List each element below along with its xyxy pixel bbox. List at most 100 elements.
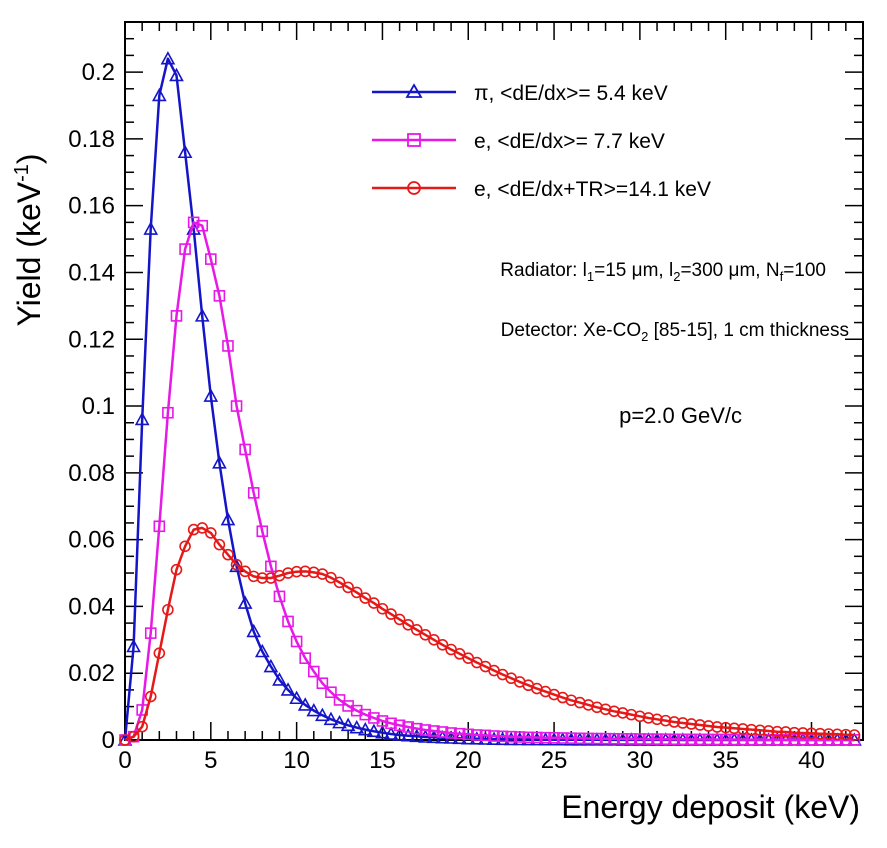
data-point-electron-tr	[840, 728, 852, 741]
data-point-pion	[280, 682, 296, 696]
x-tick-label: 20	[455, 747, 482, 774]
detector-suffix: [85-15], 1 cm thickness	[648, 320, 849, 341]
x-tick-label: 0	[118, 747, 131, 774]
data-point-pion	[143, 221, 159, 235]
data-point-electron	[282, 615, 294, 628]
data-point-electron-tr	[162, 603, 174, 616]
data-point-electron	[428, 725, 440, 737]
legend-marker-pion	[405, 83, 423, 98]
legend-text-electron-tr: e, <dE/dx+TR>=14.1 keV	[474, 178, 711, 201]
x-tick-label: 5	[204, 747, 217, 774]
x-tick-label: 10	[283, 747, 310, 774]
data-point-electron	[582, 732, 595, 745]
data-point-pion	[349, 719, 365, 734]
data-point-electron-tr	[814, 727, 826, 740]
series-layer	[117, 51, 862, 746]
data-point-electron-tr	[410, 623, 423, 636]
data-point-electron-tr	[196, 522, 209, 534]
data-point-electron-tr	[737, 723, 749, 735]
data-point-electron-tr	[342, 581, 354, 594]
data-point-electron	[599, 732, 612, 745]
data-point-electron-tr	[625, 708, 638, 721]
x-tick-label: 25	[541, 747, 568, 774]
data-point-electron	[651, 733, 663, 745]
data-point-electron	[471, 729, 483, 741]
radiator-part1: =15 μm, l	[594, 260, 673, 281]
data-point-electron-tr	[745, 723, 758, 736]
data-point-electron-tr	[668, 716, 681, 728]
data-point-electron	[642, 733, 655, 745]
data-point-electron	[265, 560, 277, 573]
radiator-annotation: Radiator: l1=15 μm, l2=300 μm, Nf=100	[500, 260, 826, 284]
data-point-electron-tr	[385, 608, 397, 620]
data-point-electron-tr	[771, 725, 783, 738]
data-point-electron	[788, 733, 801, 746]
data-point-pion	[323, 711, 339, 726]
data-point-electron	[144, 627, 157, 639]
data-point-electron-tr	[127, 730, 140, 743]
radiator-sub3: f	[780, 269, 784, 284]
detector-sub: 2	[641, 329, 648, 344]
detector-prefix: Detector: Xe-CO	[501, 320, 641, 341]
data-point-electron	[239, 443, 251, 456]
data-point-electron	[668, 733, 681, 746]
y-tick-label: 0.2	[82, 59, 115, 86]
data-point-electron	[325, 686, 337, 699]
data-point-electron-tr	[419, 629, 432, 641]
x-axis-title: Energy deposit (keV)	[561, 789, 860, 825]
data-point-electron	[728, 733, 741, 746]
y-tick-label: 0.08	[68, 460, 115, 487]
data-point-pion	[315, 707, 330, 722]
data-point-pion	[297, 697, 313, 711]
series-electron-tr	[119, 522, 861, 746]
data-point-electron-tr	[608, 705, 620, 718]
data-point-electron-tr	[728, 722, 741, 735]
data-point-pion	[340, 717, 356, 732]
data-point-electron-tr	[144, 690, 157, 703]
data-point-electron	[505, 730, 517, 743]
radiator-part2: =300 μm, N	[680, 260, 779, 281]
data-point-electron	[222, 340, 234, 352]
data-point-electron	[153, 520, 166, 533]
data-point-electron-tr	[350, 586, 363, 599]
data-point-electron-tr	[659, 714, 672, 727]
data-point-electron-tr	[711, 721, 723, 733]
data-point-electron	[256, 525, 269, 538]
data-point-electron	[350, 704, 363, 717]
y-tick-label: 0.02	[68, 660, 115, 687]
data-point-electron-tr	[359, 592, 372, 604]
y-axis-title-close: )	[11, 153, 47, 164]
data-point-electron	[436, 726, 449, 738]
data-point-electron	[162, 406, 174, 419]
data-point-pion	[151, 87, 167, 102]
data-point-electron	[419, 724, 432, 736]
data-point-electron	[402, 721, 414, 733]
data-point-electron-tr	[153, 647, 166, 659]
data-point-electron-tr	[222, 548, 234, 561]
data-point-electron-tr	[333, 576, 346, 589]
data-point-electron	[205, 253, 217, 265]
x-tick-label: 35	[712, 747, 739, 774]
data-point-pion	[220, 511, 236, 526]
data-point-electron	[676, 733, 689, 746]
data-point-electron-tr	[694, 719, 706, 731]
data-point-electron-tr	[136, 720, 148, 733]
data-point-pion	[254, 643, 270, 658]
data-point-electron-tr	[676, 717, 689, 729]
data-point-electron	[797, 733, 809, 746]
y-axis-title-main: Yield (keV	[11, 181, 47, 326]
data-point-electron	[299, 652, 312, 664]
radiator-part3: =100	[783, 260, 826, 281]
data-point-electron	[410, 722, 423, 735]
data-point-electron	[634, 733, 646, 745]
data-point-electron-tr	[788, 726, 801, 739]
series-pion	[117, 51, 862, 746]
data-point-electron-tr	[634, 710, 646, 723]
data-point-electron-tr	[402, 618, 414, 631]
data-point-electron-tr	[205, 527, 217, 539]
data-point-pion	[409, 728, 425, 743]
series-line-electron	[124, 221, 855, 742]
data-point-electron	[522, 731, 535, 744]
detector-annotation: Detector: Xe-CO2 [85-15], 1 cm thickness	[501, 320, 849, 344]
